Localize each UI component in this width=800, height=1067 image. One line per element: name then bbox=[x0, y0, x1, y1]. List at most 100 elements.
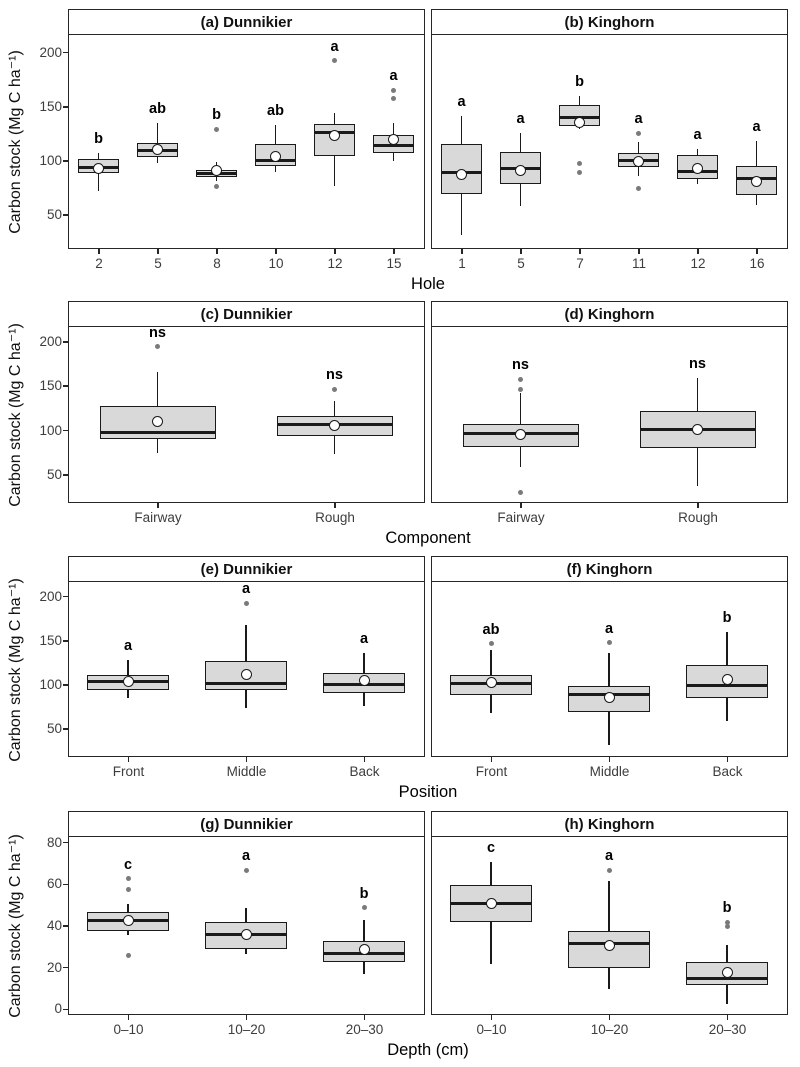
boxplot-median bbox=[685, 683, 769, 687]
significance-letter: a bbox=[241, 848, 251, 865]
panel-strip-title: (e) Dunnikier bbox=[200, 560, 293, 578]
y-tick-label: 100 bbox=[39, 422, 62, 438]
x-tick-label: 16 bbox=[749, 256, 765, 271]
boxplot-whisker bbox=[156, 122, 159, 163]
significance-letter: c bbox=[486, 840, 496, 856]
y-tick-mark bbox=[63, 160, 68, 162]
significance-letter: ab bbox=[482, 621, 500, 638]
x-tick-label: 10–20 bbox=[227, 1022, 266, 1037]
x-tick-label: 20–30 bbox=[708, 1022, 747, 1037]
significance-letter: a bbox=[123, 637, 133, 654]
y-tick-label: 200 bbox=[39, 44, 62, 60]
boxplot-outlier-point bbox=[125, 886, 131, 892]
significance-letter: ns bbox=[512, 357, 529, 374]
y-tick-mark bbox=[63, 728, 68, 730]
y-tick-label: 100 bbox=[39, 152, 62, 168]
boxplot-outlier-point bbox=[391, 87, 396, 93]
boxplot-outlier-point bbox=[518, 376, 523, 382]
y-tick-mark bbox=[63, 385, 68, 387]
x-tick-mark bbox=[127, 757, 130, 762]
panel-plot: c a b bbox=[431, 837, 788, 1015]
panel-strip: (a) Dunnikier bbox=[68, 9, 425, 35]
y-tick-mark bbox=[63, 966, 68, 969]
x-tick-mark bbox=[697, 503, 699, 508]
y-tick-mark bbox=[63, 214, 68, 216]
y-tick-label: 20 bbox=[46, 959, 62, 975]
x-tick-mark bbox=[726, 1015, 729, 1020]
significance-letter: b bbox=[359, 885, 369, 902]
significance-letter: a bbox=[516, 111, 525, 128]
significance-letter: b bbox=[212, 107, 221, 124]
significance-letter: b bbox=[575, 73, 584, 90]
y-tick-label: 50 bbox=[46, 466, 62, 482]
boxplot-mean-point bbox=[358, 675, 370, 687]
boxplot-outlier-point bbox=[518, 386, 523, 392]
x-tick-label: 8 bbox=[213, 256, 221, 271]
significance-letter: a bbox=[389, 68, 398, 85]
significance-letter: b bbox=[94, 130, 103, 147]
panel-plot: b ab b ab a a bbox=[68, 35, 425, 249]
significance-letter: ns bbox=[689, 355, 706, 372]
panels-container: (a) Dunnikier b ab b ab a a (b) Kinghorn a a b a a a bbox=[68, 9, 788, 249]
panel-strip: (c) Dunnikier bbox=[68, 301, 425, 327]
panel: (b) Kinghorn a a b a a a bbox=[431, 9, 788, 249]
x-tick-label: Fairway bbox=[497, 510, 545, 525]
boxplot-outlier-point bbox=[577, 161, 582, 167]
significance-letter: a bbox=[330, 38, 339, 55]
row-figure: Carbon stock (Mg C ha⁻¹) 50 100 150 200 (c) D… bbox=[0, 301, 800, 553]
boxplot-mean-point bbox=[122, 676, 134, 688]
y-tick-mark bbox=[63, 841, 68, 844]
panels-container: (e) Dunnikier a a a (f) Kinghorn ab a b bbox=[68, 556, 788, 757]
x-tick-mark bbox=[393, 249, 395, 254]
x-tick-mark bbox=[245, 1015, 248, 1020]
y-tick-mark bbox=[63, 925, 68, 927]
panel-strip-title: (a) Dunnikier bbox=[200, 13, 293, 31]
boxplot-median bbox=[685, 977, 769, 981]
significance-letter: a bbox=[457, 94, 466, 111]
panel: (a) Dunnikier b ab b ab a a bbox=[68, 9, 425, 249]
panel: (g) Dunnikier c a b bbox=[68, 811, 425, 1015]
x-tick-label: 5 bbox=[517, 256, 525, 271]
panel-strip: (h) Kinghorn bbox=[431, 811, 788, 837]
boxplot-mean-point bbox=[270, 150, 281, 162]
x-tick-label: Back bbox=[712, 764, 743, 779]
boxplot-outlier-point bbox=[332, 58, 337, 64]
x-tick-label: 7 bbox=[576, 256, 584, 271]
y-tick-mark bbox=[63, 341, 68, 343]
boxplot-mean-point bbox=[152, 144, 163, 156]
significance-letter: ns bbox=[149, 324, 166, 341]
significance-letter: a bbox=[359, 630, 369, 647]
y-tick-label: 150 bbox=[39, 378, 62, 394]
boxplot-mean-point bbox=[122, 914, 134, 926]
boxplot-mean-point bbox=[721, 674, 733, 686]
x-tick-label: 12 bbox=[690, 256, 706, 271]
panel-plot: ns ns bbox=[431, 327, 788, 503]
significance-letter: a bbox=[604, 620, 614, 637]
boxplot-mean-point bbox=[358, 944, 370, 955]
boxplot-outlier-point bbox=[724, 919, 730, 925]
boxplot-mean-point bbox=[485, 677, 497, 689]
boxplot-outlier-point bbox=[636, 186, 641, 192]
x-tick-label: 5 bbox=[154, 256, 162, 271]
x-tick-mark bbox=[520, 503, 522, 508]
panel-plot: ns ns bbox=[68, 324, 425, 503]
y-tick-label: 40 bbox=[46, 918, 62, 933]
panel-plot: a a a bbox=[68, 581, 425, 757]
panels-container: (c) Dunnikier ns ns (d) Kinghorn ns ns bbox=[68, 301, 788, 503]
boxplot-box bbox=[567, 930, 651, 969]
x-tick-label: 10–20 bbox=[590, 1022, 629, 1037]
x-tick-label: 0–10 bbox=[113, 1022, 144, 1037]
y-tick-mark bbox=[63, 1008, 68, 1011]
boxplot-mean-point bbox=[152, 416, 163, 428]
boxplot-outlier-point bbox=[724, 924, 730, 930]
x-axis-title: Position bbox=[398, 783, 458, 801]
significance-letter: a bbox=[241, 581, 251, 598]
x-tick-mark bbox=[363, 1015, 366, 1020]
y-tick-mark bbox=[63, 595, 68, 598]
x-tick-label: Front bbox=[475, 764, 508, 779]
boxplot-outlier-point bbox=[606, 640, 612, 646]
x-tick-mark bbox=[461, 249, 463, 254]
x-axis-title: Component bbox=[385, 529, 471, 547]
panels-container: (g) Dunnikier c a b (h) Kinghorn c a b bbox=[68, 811, 788, 1015]
boxplot-mean-point bbox=[603, 939, 615, 951]
